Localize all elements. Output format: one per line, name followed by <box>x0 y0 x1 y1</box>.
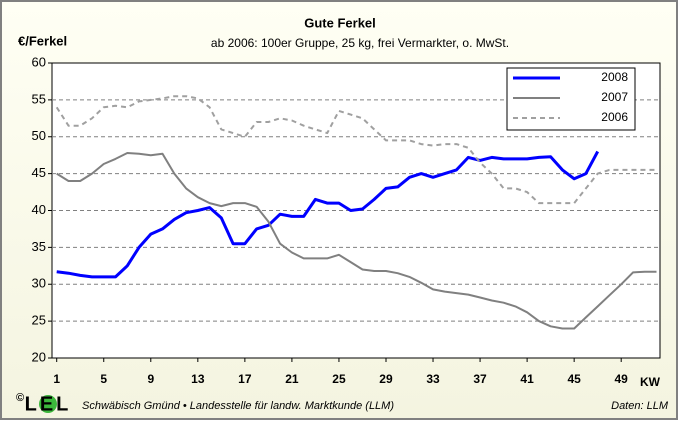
y-tick-label: 40 <box>32 202 46 217</box>
x-tick-label: 1 <box>53 372 60 386</box>
x-tick-label: 13 <box>191 372 205 386</box>
x-tick-label: 49 <box>615 372 629 386</box>
footer: Schwäbisch Gmünd • Landesstelle für land… <box>82 400 394 412</box>
chart-subtitle: ab 2006: 100er Gruppe, 25 kg, frei Verma… <box>211 36 509 50</box>
x-tick-label: 41 <box>520 372 534 386</box>
x-tick-label: 21 <box>285 372 299 386</box>
x-tick-label: 9 <box>147 372 154 386</box>
logo: LEL <box>25 393 72 415</box>
x-tick-label: 37 <box>473 372 487 386</box>
y-tick-label: 35 <box>32 239 46 254</box>
copyright: © <box>16 392 24 404</box>
y-tick-label: 45 <box>32 165 46 180</box>
logo-circle <box>39 395 57 413</box>
series-line <box>55 95 657 205</box>
chart-title: Gute Ferkel <box>304 15 376 30</box>
legend-label: 2006 <box>601 110 628 124</box>
x-tick-label: 29 <box>379 372 393 386</box>
y-tick-label: 55 <box>32 91 46 106</box>
x-tick-label: 33 <box>426 372 440 386</box>
y-tick-label: 20 <box>32 349 46 364</box>
x-axis-label: KW <box>640 375 661 389</box>
series-line <box>56 152 657 330</box>
x-tick-label: 17 <box>238 372 252 386</box>
y-axis-label: €/Ferkel <box>18 33 67 48</box>
series-line <box>56 150 600 279</box>
y-tick-label: 60 <box>32 54 46 69</box>
y-tick-label: 30 <box>32 276 46 291</box>
y-tick-label: 50 <box>32 128 46 143</box>
legend-label: 2008 <box>601 70 628 84</box>
x-tick-label: 45 <box>567 372 581 386</box>
legend-label: 2007 <box>601 90 628 104</box>
x-tick-label: 5 <box>100 372 107 386</box>
x-tick-label: 25 <box>332 372 346 386</box>
source: Daten: LLM <box>611 400 669 412</box>
y-tick-label: 25 <box>32 313 46 328</box>
